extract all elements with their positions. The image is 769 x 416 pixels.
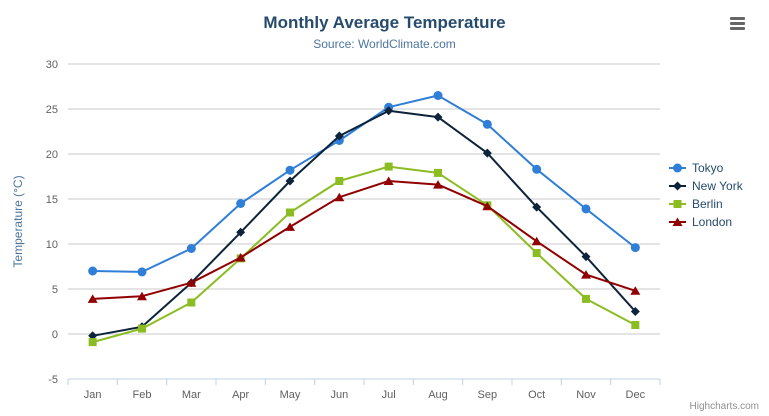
svg-text:Nov: Nov xyxy=(576,389,596,401)
legend-item-tokyo[interactable]: Tokyo xyxy=(669,161,743,175)
legend-item-new-york[interactable]: New York xyxy=(669,179,743,193)
legend-label: Tokyo xyxy=(692,161,724,175)
x-axis-labels: Jan Feb Mar Apr May Jun Jul Aug Sep Oct Nov Dec xyxy=(84,389,646,401)
square-marker-icon xyxy=(669,200,686,208)
x-axis-ticks xyxy=(67,379,661,385)
svg-text:Sep: Sep xyxy=(478,389,498,401)
svg-text:0: 0 xyxy=(52,329,58,341)
diamond-marker-icon xyxy=(669,181,686,191)
svg-text:Jun: Jun xyxy=(330,389,348,401)
legend-label: London xyxy=(692,215,733,229)
chart-subtitle: Source: WorldClimate.com xyxy=(313,37,456,51)
legend-item-london[interactable]: London xyxy=(669,215,743,229)
svg-text:-5: -5 xyxy=(48,374,58,386)
hamburger-icon xyxy=(730,17,745,20)
svg-text:Aug: Aug xyxy=(428,389,448,401)
svg-text:15: 15 xyxy=(46,194,58,206)
svg-text:Apr: Apr xyxy=(232,389,249,401)
y-axis-title: Temperature (°C) xyxy=(11,175,25,267)
svg-text:5: 5 xyxy=(52,284,58,296)
legend-label: Berlin xyxy=(692,197,723,211)
svg-text:30: 30 xyxy=(46,59,58,71)
svg-text:Oct: Oct xyxy=(528,389,545,401)
svg-text:25: 25 xyxy=(46,104,58,116)
credits-link[interactable]: Highcharts.com xyxy=(689,401,759,412)
y-axis-labels: 30 25 20 15 10 5 0 -5 xyxy=(46,59,58,386)
y-gridlines xyxy=(68,63,660,335)
chart-title: Monthly Average Temperature xyxy=(263,13,506,32)
export-menu-button[interactable] xyxy=(730,17,745,30)
svg-text:Feb: Feb xyxy=(133,389,152,401)
triangle-marker-icon xyxy=(669,217,686,226)
svg-text:Jul: Jul xyxy=(382,389,396,401)
svg-text:Mar: Mar xyxy=(182,389,201,401)
svg-text:20: 20 xyxy=(46,149,58,161)
circle-marker-icon xyxy=(669,163,686,173)
svg-text:Dec: Dec xyxy=(626,389,646,401)
series-tokyo[interactable] xyxy=(88,91,640,277)
legend: Tokyo New York Berlin London xyxy=(669,161,743,229)
series-new-york[interactable] xyxy=(88,106,640,341)
svg-text:Jan: Jan xyxy=(84,389,102,401)
svg-text:10: 10 xyxy=(46,239,58,251)
legend-label: New York xyxy=(692,179,743,193)
hamburger-icon xyxy=(730,22,745,25)
svg-text:May: May xyxy=(280,389,301,401)
hamburger-icon xyxy=(730,27,745,30)
legend-item-berlin[interactable]: Berlin xyxy=(669,197,743,211)
series-london[interactable] xyxy=(87,176,641,303)
